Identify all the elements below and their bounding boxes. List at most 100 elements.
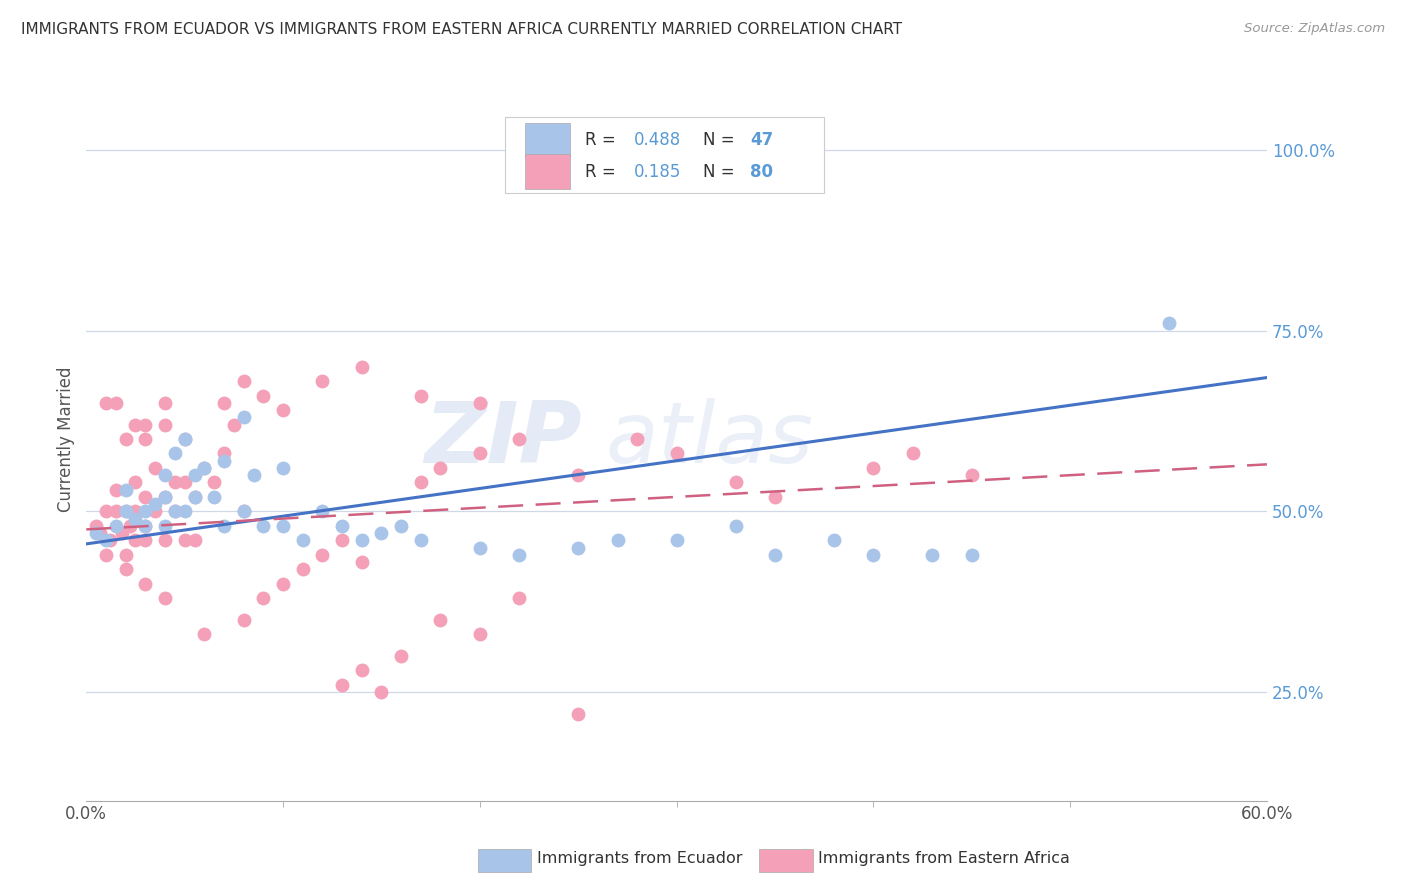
Point: [311, 374, 333, 388]
Point: [173, 533, 195, 548]
Point: [153, 591, 176, 606]
Y-axis label: Currently Married: Currently Married: [58, 367, 75, 512]
Point: [291, 533, 314, 548]
Point: [183, 490, 205, 504]
Point: [409, 475, 432, 490]
Text: R =: R =: [585, 162, 620, 181]
Point: [389, 518, 412, 533]
Point: [143, 461, 166, 475]
Point: [193, 461, 215, 475]
Point: [134, 432, 156, 446]
Point: [665, 446, 688, 460]
Point: [468, 541, 491, 555]
Text: R =: R =: [585, 131, 620, 149]
Point: [183, 490, 205, 504]
Text: N =: N =: [703, 162, 740, 181]
Point: [163, 475, 186, 490]
Point: [183, 533, 205, 548]
Point: [124, 511, 146, 525]
Point: [468, 396, 491, 410]
Text: 80: 80: [749, 162, 773, 181]
Point: [111, 526, 134, 541]
Point: [193, 627, 215, 641]
Point: [104, 483, 127, 497]
Point: [291, 562, 314, 576]
Point: [173, 432, 195, 446]
Point: [862, 548, 884, 562]
Point: [508, 591, 530, 606]
Point: [114, 562, 136, 576]
Point: [143, 497, 166, 511]
Point: [232, 504, 254, 518]
Point: [202, 475, 225, 490]
Point: [724, 475, 747, 490]
Point: [104, 396, 127, 410]
Point: [960, 548, 983, 562]
Point: [98, 533, 121, 548]
Point: [350, 664, 373, 678]
Point: [212, 518, 235, 533]
Text: ZIP: ZIP: [425, 398, 582, 481]
Point: [350, 533, 373, 548]
Point: [153, 468, 176, 483]
Point: [626, 432, 648, 446]
Point: [114, 432, 136, 446]
Point: [606, 533, 628, 548]
FancyBboxPatch shape: [526, 154, 571, 189]
Point: [124, 417, 146, 432]
Text: atlas: atlas: [606, 398, 814, 481]
Point: [429, 461, 451, 475]
Point: [173, 475, 195, 490]
Point: [350, 359, 373, 374]
Point: [508, 548, 530, 562]
Point: [271, 461, 294, 475]
Text: 0.185: 0.185: [634, 162, 682, 181]
Point: [134, 533, 156, 548]
Point: [84, 518, 107, 533]
Point: [508, 432, 530, 446]
Point: [567, 468, 589, 483]
Point: [153, 490, 176, 504]
Text: Source: ZipAtlas.com: Source: ZipAtlas.com: [1244, 22, 1385, 36]
Point: [330, 678, 353, 692]
Point: [94, 504, 117, 518]
Point: [567, 541, 589, 555]
Point: [252, 389, 274, 403]
Point: [153, 533, 176, 548]
Point: [114, 504, 136, 518]
Text: 0.488: 0.488: [634, 131, 682, 149]
Point: [271, 403, 294, 417]
Point: [134, 490, 156, 504]
Point: [124, 475, 146, 490]
Point: [1157, 316, 1180, 330]
Point: [330, 518, 353, 533]
Point: [124, 533, 146, 548]
Point: [763, 490, 786, 504]
Point: [153, 518, 176, 533]
Point: [89, 526, 111, 541]
Point: [271, 518, 294, 533]
Point: [370, 685, 392, 699]
Point: [311, 504, 333, 518]
Point: [389, 648, 412, 663]
Point: [118, 518, 141, 533]
Point: [232, 504, 254, 518]
Point: [94, 548, 117, 562]
Point: [350, 555, 373, 569]
Point: [232, 613, 254, 627]
Text: N =: N =: [703, 131, 740, 149]
Point: [468, 446, 491, 460]
Point: [173, 504, 195, 518]
Point: [960, 468, 983, 483]
Point: [468, 627, 491, 641]
Point: [143, 504, 166, 518]
Point: [232, 410, 254, 425]
Point: [212, 396, 235, 410]
Point: [271, 576, 294, 591]
Point: [370, 526, 392, 541]
Point: [84, 526, 107, 541]
Point: [823, 533, 845, 548]
Point: [921, 548, 943, 562]
Point: [862, 461, 884, 475]
Point: [114, 504, 136, 518]
